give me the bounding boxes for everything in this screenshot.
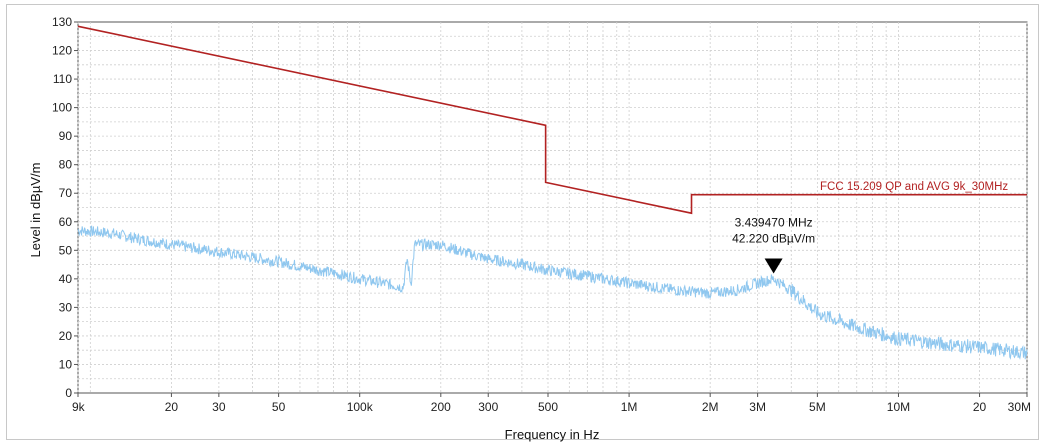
y-tick-label: 110 (53, 72, 72, 86)
x-tick-label: 200 (431, 400, 451, 414)
x-tick-label: 1M (621, 400, 638, 414)
peak-marker-icon (764, 258, 783, 274)
x-tick-label: 9k (72, 400, 86, 414)
y-axis-title: Level in dBµV/m (28, 163, 43, 258)
x-tick-labels: 9k 20 30 50 100k 200 300 500 1M 2M 3M 5M 10M 20 30M (72, 393, 1031, 414)
marker-layer: 3.439470 MHz 42.220 dBµV/m (732, 216, 815, 274)
x-tick-label: 5M (809, 400, 826, 414)
y-tick-label: 120 (52, 44, 72, 58)
x-tick-label: 500 (538, 400, 558, 414)
y-tick-label: 70 (59, 186, 73, 200)
spectrum-trace (77, 225, 1028, 360)
y-tick-label: 40 (59, 272, 73, 286)
x-tick-label: 20 (973, 400, 987, 414)
y-tick-label: 30 (59, 300, 73, 314)
x-tick-label: 2M (702, 400, 719, 414)
y-tick-label: 60 (59, 215, 73, 229)
marker-level-label: 42.220 dBµV/m (732, 232, 815, 246)
limit-line (77, 25, 1027, 215)
y-tick-label: 80 (59, 158, 73, 172)
y-tick-label: 100 (52, 101, 72, 115)
x-tick-label: 50 (272, 400, 286, 414)
x-axis-title: Frequency in Hz (505, 427, 600, 442)
y-tick-labels: 0 10 20 30 40 50 60 70 80 90 100 110 120 130 (52, 15, 78, 400)
x-tick-label: 30 (212, 400, 226, 414)
y-tick-label: 50 (59, 243, 73, 257)
x-tick-label: 100k (347, 400, 374, 414)
x-tick-label: 30M (1008, 400, 1031, 414)
x-tick-label: 10M (887, 400, 910, 414)
x-tick-label: 3M (749, 400, 766, 414)
y-tick-label: 0 (65, 386, 72, 400)
series-layer (77, 25, 1028, 360)
marker-frequency-label: 3.439470 MHz (735, 216, 813, 230)
y-tick-label: 90 (59, 129, 73, 143)
chart-frame (6, 4, 1039, 440)
x-tick-label: 300 (478, 400, 498, 414)
y-tick-label: 20 (59, 329, 73, 343)
limit-line-legend-label: FCC 15.209 QP and AVG 9k_30MHz (820, 181, 1008, 193)
y-tick-label: 130 (52, 15, 72, 29)
y-tick-label: 10 (59, 357, 73, 371)
x-tick-label: 20 (165, 400, 179, 414)
